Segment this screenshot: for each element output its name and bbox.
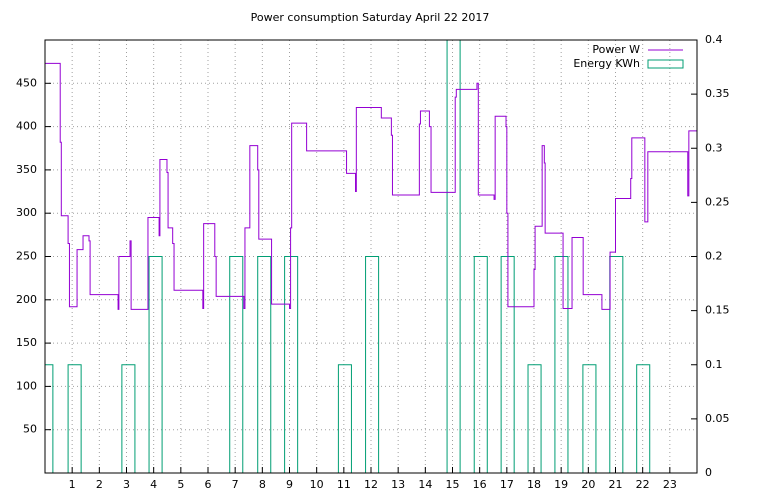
y2-tick-label: 0.25	[705, 195, 730, 208]
x-tick-label: 7	[232, 478, 239, 491]
x-tick-label: 19	[554, 478, 568, 491]
y2-tick-label: 0	[705, 466, 712, 479]
y-tick-label: 350	[16, 163, 37, 176]
y-tick-label: 250	[16, 250, 37, 263]
y2-tick-label: 0.3	[705, 141, 723, 154]
energy-box	[45, 364, 54, 473]
x-tick-label: 11	[337, 478, 351, 491]
x-tick-label: 14	[418, 478, 432, 491]
x-tick-label: 10	[310, 478, 324, 491]
x-tick-label: 17	[500, 478, 514, 491]
energy-box	[67, 364, 82, 473]
y2-tick-label: 0.2	[705, 250, 723, 263]
energy-box	[257, 256, 272, 473]
y-tick-label: 300	[16, 206, 37, 219]
x-tick-label: 3	[123, 478, 130, 491]
legend-label: Power W	[592, 43, 640, 56]
energy-box	[554, 256, 569, 473]
x-tick-label: 1	[69, 478, 76, 491]
energy-box	[121, 364, 136, 473]
chart-title: Power consumption Saturday April 22 2017	[251, 11, 490, 24]
y2-tick-label: 0.15	[705, 304, 730, 317]
y-tick-label: 100	[16, 379, 37, 392]
x-tick-label: 23	[663, 478, 677, 491]
energy-box	[636, 364, 651, 473]
energy-box	[229, 256, 244, 473]
energy-box	[446, 40, 461, 473]
x-tick-label: 9	[286, 478, 293, 491]
legend-label: Energy KWh	[573, 57, 640, 70]
x-tick-label: 21	[609, 478, 623, 491]
x-tick-label: 12	[364, 478, 378, 491]
y-tick-label: 200	[16, 293, 37, 306]
x-tick-label: 16	[473, 478, 487, 491]
x-tick-label: 5	[177, 478, 184, 491]
energy-box	[148, 256, 163, 473]
y2-tick-label: 0.35	[705, 87, 730, 100]
y2-tick-label: 0.4	[705, 33, 723, 46]
energy-box	[473, 256, 488, 473]
energy-box	[284, 256, 299, 473]
y-tick-label: 50	[23, 423, 37, 436]
x-tick-label: 2	[96, 478, 103, 491]
x-tick-label: 4	[150, 478, 157, 491]
y2-tick-label: 0.05	[705, 412, 730, 425]
x-tick-label: 15	[446, 478, 460, 491]
x-tick-label: 8	[259, 478, 266, 491]
x-tick-label: 20	[581, 478, 595, 491]
legend-swatch	[647, 59, 684, 69]
energy-box	[527, 364, 542, 473]
x-tick-label: 18	[527, 478, 541, 491]
power-line	[45, 62, 697, 310]
y-tick-label: 450	[16, 76, 37, 89]
energy-box	[582, 364, 597, 473]
y-tick-label: 400	[16, 120, 37, 133]
energy-box	[365, 256, 380, 473]
x-tick-label: 13	[391, 478, 405, 491]
plot-area	[45, 40, 697, 473]
energy-box	[609, 256, 624, 473]
x-tick-label: 6	[205, 478, 212, 491]
x-tick-label: 22	[636, 478, 650, 491]
y-tick-label: 150	[16, 336, 37, 349]
y2-tick-label: 0.1	[705, 358, 723, 371]
energy-box	[337, 364, 352, 473]
